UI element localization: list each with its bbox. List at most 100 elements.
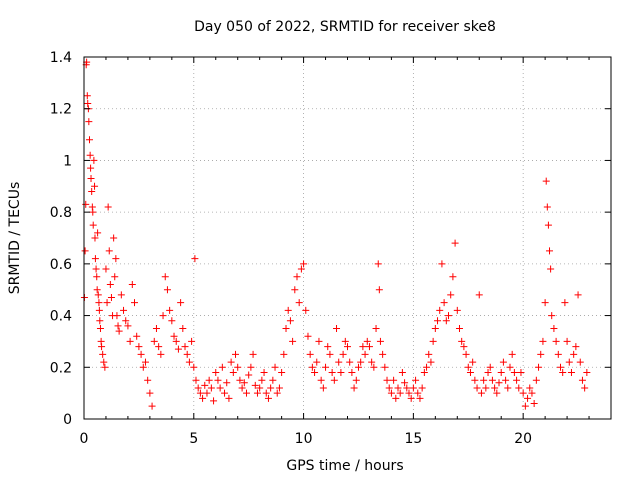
data-point bbox=[493, 389, 501, 397]
data-point bbox=[81, 247, 89, 255]
data-point bbox=[95, 306, 103, 314]
data-point bbox=[271, 363, 279, 371]
data-point bbox=[155, 343, 163, 351]
data-point bbox=[535, 363, 543, 371]
data-point bbox=[449, 273, 457, 281]
data-point bbox=[89, 208, 97, 216]
tick-labels: 0 5 10 15 20 0 0.2 0.4 0.6 0.8 1 1.2 1.4 bbox=[50, 50, 532, 447]
data-point bbox=[102, 265, 110, 273]
data-point bbox=[86, 151, 94, 159]
data-point bbox=[105, 247, 113, 255]
data-point bbox=[375, 286, 383, 294]
chart-title: Day 050 of 2022, SRMTID for receiver ske… bbox=[194, 19, 496, 35]
data-point bbox=[236, 376, 244, 384]
data-point bbox=[423, 363, 431, 371]
data-point bbox=[574, 291, 582, 299]
data-point bbox=[412, 376, 420, 384]
data-point bbox=[295, 299, 303, 307]
data-point bbox=[504, 384, 512, 392]
data-point bbox=[137, 350, 145, 358]
data-point bbox=[361, 350, 369, 358]
data-point bbox=[188, 337, 196, 345]
data-point bbox=[223, 379, 231, 387]
data-point bbox=[262, 389, 270, 397]
data-point bbox=[103, 299, 111, 307]
data-point bbox=[427, 358, 435, 366]
data-point bbox=[319, 384, 327, 392]
data-point bbox=[576, 358, 584, 366]
data-point bbox=[554, 350, 562, 358]
data-point bbox=[163, 286, 171, 294]
y-tick-label: 0.6 bbox=[50, 257, 72, 273]
data-point bbox=[191, 255, 199, 263]
data-point bbox=[185, 358, 193, 366]
data-point bbox=[431, 325, 439, 332]
data-point bbox=[491, 384, 499, 392]
data-point bbox=[333, 325, 341, 332]
data-point bbox=[115, 327, 123, 335]
data-point bbox=[199, 394, 207, 402]
data-point bbox=[552, 337, 560, 345]
data-point bbox=[583, 368, 591, 376]
data-point bbox=[308, 363, 316, 371]
data-point bbox=[90, 156, 98, 164]
data-point bbox=[403, 384, 411, 392]
data-point bbox=[190, 363, 198, 371]
data-point bbox=[177, 299, 185, 307]
data-point bbox=[508, 350, 516, 358]
data-point bbox=[447, 291, 455, 299]
data-point bbox=[225, 394, 233, 402]
data-point bbox=[114, 322, 122, 330]
data-point bbox=[374, 260, 382, 268]
data-point bbox=[339, 350, 347, 358]
data-point bbox=[565, 358, 573, 366]
data-point bbox=[203, 389, 211, 397]
data-point bbox=[117, 291, 125, 299]
data-point bbox=[390, 376, 398, 384]
data-point bbox=[486, 363, 494, 371]
data-point bbox=[179, 325, 187, 332]
data-point bbox=[313, 358, 321, 366]
data-point bbox=[471, 376, 479, 384]
data-point bbox=[510, 368, 518, 376]
data-point bbox=[328, 368, 336, 376]
data-point bbox=[346, 358, 354, 366]
data-point bbox=[216, 384, 224, 392]
data-point bbox=[159, 312, 167, 320]
data-point bbox=[201, 381, 209, 389]
data-point bbox=[83, 92, 91, 100]
data-point bbox=[541, 299, 549, 307]
data-point bbox=[110, 234, 118, 242]
data-point bbox=[495, 379, 503, 387]
x-axis-label: GPS time / hours bbox=[286, 458, 403, 474]
data-point bbox=[379, 350, 387, 358]
data-point bbox=[227, 358, 235, 366]
data-point bbox=[368, 358, 376, 366]
data-point bbox=[91, 182, 99, 190]
data-point bbox=[293, 273, 301, 281]
data-point bbox=[273, 389, 281, 397]
data-point bbox=[350, 384, 358, 392]
data-point bbox=[92, 265, 100, 273]
data-point bbox=[519, 389, 527, 397]
data-point bbox=[249, 350, 257, 358]
data-point bbox=[466, 368, 474, 376]
data-point bbox=[480, 376, 488, 384]
data-point bbox=[502, 376, 510, 384]
data-point bbox=[429, 337, 437, 345]
data-point bbox=[542, 177, 550, 185]
data-point bbox=[354, 363, 362, 371]
data-point bbox=[157, 350, 165, 358]
data-point bbox=[322, 363, 330, 371]
y-tick-label: 1 bbox=[63, 153, 72, 169]
data-point bbox=[174, 345, 182, 353]
data-point bbox=[352, 376, 360, 384]
data-point bbox=[101, 363, 109, 371]
data-point bbox=[537, 350, 545, 358]
data-point bbox=[453, 306, 461, 314]
x-tick-label: 10 bbox=[295, 431, 313, 447]
data-point bbox=[387, 389, 395, 397]
data-point bbox=[398, 368, 406, 376]
data-point bbox=[166, 306, 174, 314]
data-point bbox=[370, 363, 378, 371]
